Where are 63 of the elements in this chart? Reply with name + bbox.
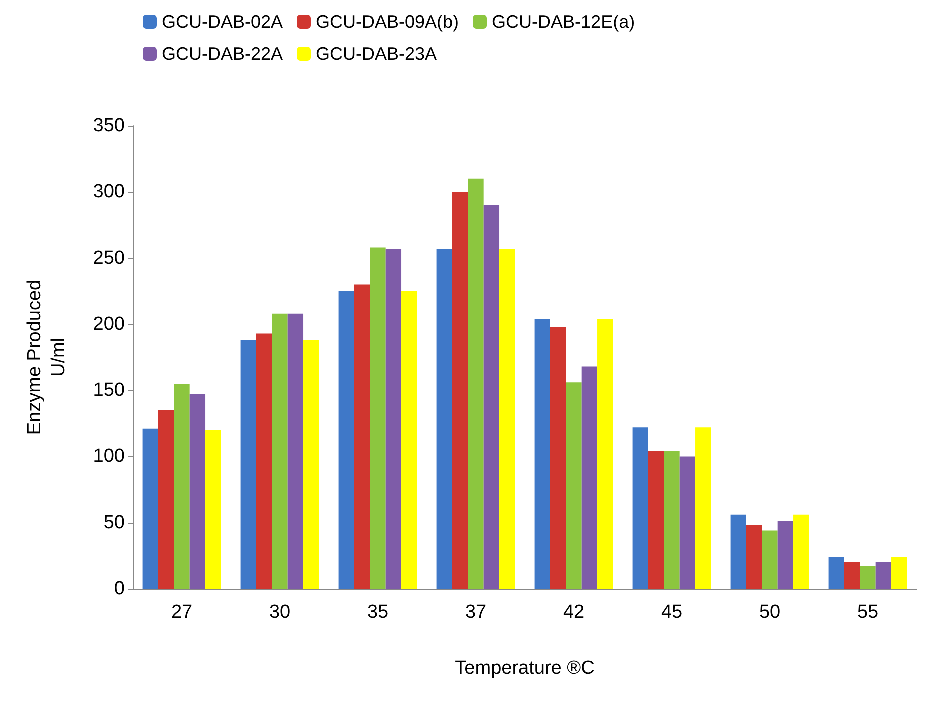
- y-tick-label: 150: [93, 380, 125, 402]
- bar: [468, 178, 484, 589]
- bar: [304, 340, 320, 589]
- bar: [272, 314, 288, 589]
- bar: [778, 522, 794, 589]
- bar: [534, 319, 550, 589]
- bar: [876, 562, 892, 589]
- y-tick-label: 250: [93, 248, 125, 269]
- y-tick-label: 350: [93, 116, 125, 136]
- bar: [632, 428, 648, 589]
- bar: [436, 249, 452, 589]
- bar: [500, 249, 516, 589]
- bar: [892, 557, 908, 589]
- bar: [240, 340, 256, 589]
- bar: [158, 410, 174, 589]
- x-tick-label: 45: [661, 602, 683, 623]
- x-tick-label: 50: [759, 602, 781, 623]
- bar: [696, 428, 712, 589]
- bar: [598, 319, 614, 589]
- legend-label: GCU-DAB-09A(b): [316, 12, 460, 32]
- x-tick-label: 35: [367, 602, 389, 623]
- bar: [288, 314, 304, 589]
- y-tick-label: 50: [104, 512, 125, 534]
- bar: [190, 394, 206, 589]
- bar: [402, 291, 418, 589]
- y-tick-label: 300: [93, 182, 125, 203]
- bar: [664, 451, 680, 589]
- bar: [566, 382, 582, 589]
- bar: [354, 284, 370, 589]
- legend-label: GCU-DAB-02A: [162, 12, 284, 32]
- y-tick-label: 0: [114, 578, 125, 600]
- bar: [142, 428, 158, 589]
- bar: [746, 526, 762, 589]
- bar: [582, 366, 598, 589]
- bar: [762, 530, 778, 589]
- bar: [484, 205, 500, 589]
- x-tick-label: 55: [857, 602, 879, 623]
- x-tick-label: 37: [465, 602, 487, 623]
- legend-label: GCU-DAB-22A: [162, 44, 284, 64]
- bar: [206, 430, 222, 589]
- x-tick-label: 27: [171, 602, 193, 623]
- y-axis-title: Enzyme Produced U/ml: [24, 280, 70, 436]
- bar: [648, 451, 664, 589]
- legend-label: GCU-DAB-12E(a): [492, 12, 636, 32]
- x-tick-label: 42: [563, 602, 585, 623]
- bar: [386, 249, 402, 589]
- bar: [550, 327, 566, 589]
- legend-label: GCU-DAB-23A: [316, 44, 438, 64]
- y-tick-label: 100: [93, 446, 125, 468]
- bar: [794, 514, 810, 589]
- bar: [174, 384, 190, 589]
- x-axis-title: Temperature ®C: [455, 658, 595, 679]
- bar: [338, 291, 354, 589]
- bar: [860, 566, 876, 589]
- bar: [730, 514, 746, 589]
- bar: [452, 192, 468, 589]
- bar: [370, 248, 386, 589]
- x-tick-label: 30: [269, 602, 291, 623]
- bar: [828, 557, 844, 589]
- bar: [256, 334, 272, 589]
- bar: [844, 562, 860, 589]
- bar: [680, 456, 696, 589]
- y-tick-label: 200: [93, 314, 125, 335]
